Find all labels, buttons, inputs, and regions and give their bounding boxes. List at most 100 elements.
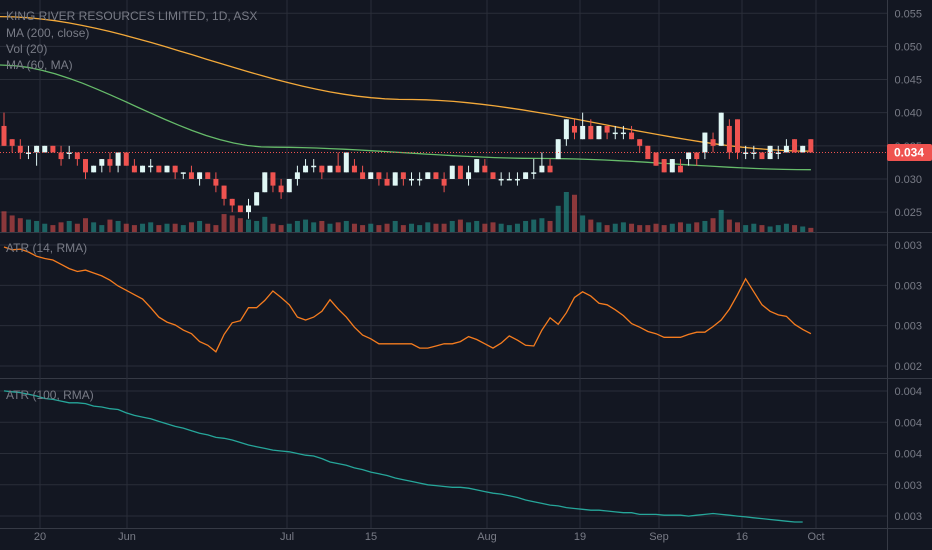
legend-ma60: MA (60, MA) xyxy=(6,58,73,72)
candle-body xyxy=(360,172,366,179)
candle-body xyxy=(25,152,31,154)
price-axis-tick-label: 0.030 xyxy=(894,174,922,186)
candle-body xyxy=(180,172,186,174)
volume-bar xyxy=(580,215,586,232)
candle-body xyxy=(710,139,716,146)
volume-bar xyxy=(792,225,798,232)
price-axis-tick-label: 0.002 xyxy=(894,361,922,373)
candle-body xyxy=(262,172,268,193)
candle-body xyxy=(270,172,276,186)
candle-body xyxy=(34,145,40,153)
volume-bar xyxy=(710,218,716,232)
candle-body xyxy=(303,165,309,173)
candle-body xyxy=(123,152,129,166)
candle-body xyxy=(588,125,594,140)
candle-body xyxy=(702,132,708,153)
volume-bar xyxy=(409,223,414,232)
volume-bar xyxy=(164,223,170,232)
candle-body xyxy=(42,145,48,153)
candle-body xyxy=(66,152,72,154)
volume-bar xyxy=(694,222,700,232)
volume-bar xyxy=(531,219,537,232)
volume-bar xyxy=(197,220,203,232)
candle-body xyxy=(677,165,683,173)
candle-body xyxy=(653,152,659,166)
candle-body xyxy=(254,192,260,206)
volume-bar xyxy=(767,226,773,232)
candle-body xyxy=(335,165,341,173)
volume-bar xyxy=(686,223,692,232)
candle-body xyxy=(596,125,602,140)
volume-bar xyxy=(368,223,374,232)
candle-body xyxy=(531,172,537,174)
candle-body xyxy=(205,172,211,179)
volume-bar xyxy=(123,223,129,232)
volume-bar xyxy=(474,220,480,232)
time-axis[interactable]: 20 Jun Jul 15 Aug 19 Sep 16 Oct xyxy=(34,531,825,543)
atr14-line xyxy=(3,246,812,353)
candle-body xyxy=(775,152,781,154)
atr14-pane[interactable] xyxy=(3,246,812,353)
candle-body xyxy=(294,172,300,179)
candle-body xyxy=(612,132,618,135)
candle-body xyxy=(172,165,178,173)
volume-bar xyxy=(539,218,545,232)
candle-body xyxy=(743,152,749,154)
candle-body xyxy=(229,198,235,206)
volume-bar xyxy=(392,220,398,232)
volume-bar xyxy=(800,226,806,232)
volume-bar xyxy=(335,222,341,232)
volume-bar xyxy=(637,225,643,232)
time-axis-tick-label: Jul xyxy=(280,531,294,543)
candle-body xyxy=(286,178,292,193)
candle-body xyxy=(783,145,789,153)
candle-body xyxy=(1,125,7,146)
volume-bar xyxy=(620,222,626,232)
volume-bar xyxy=(604,225,610,232)
price-axis-tick-label: 0.055 xyxy=(894,8,922,20)
volume-bar xyxy=(417,225,423,232)
candle-body xyxy=(620,132,626,135)
volume-bar xyxy=(490,222,496,232)
time-axis-tick-label: Sep xyxy=(649,531,669,543)
candle-body xyxy=(278,185,284,193)
volume-bar xyxy=(588,219,594,232)
candle-body xyxy=(555,139,561,160)
time-axis-tick-label: 15 xyxy=(365,531,377,543)
candle-body xyxy=(800,145,806,153)
volume-bar xyxy=(180,225,186,232)
volume-bar xyxy=(547,220,553,232)
volume-bar xyxy=(759,225,765,232)
volume-bar xyxy=(466,222,472,232)
candle-body xyxy=(376,172,382,179)
candle-body xyxy=(188,172,194,179)
volume-bar xyxy=(17,218,23,232)
candle-body xyxy=(735,119,740,153)
volume-bar xyxy=(58,222,64,232)
candle-body xyxy=(792,139,798,153)
volume-bar xyxy=(612,223,618,232)
volume-bar xyxy=(221,214,227,232)
price-pane[interactable] xyxy=(0,15,887,232)
volume-bar xyxy=(718,209,724,232)
atr100-pane[interactable] xyxy=(3,390,803,523)
candle-body xyxy=(197,172,203,179)
candle-body xyxy=(539,165,545,173)
volume-bar xyxy=(91,222,97,232)
time-axis-tick-label: 19 xyxy=(574,531,586,543)
candle-body xyxy=(58,152,64,160)
volume-bar xyxy=(555,205,561,232)
volume-bar xyxy=(449,220,455,232)
volume-bar xyxy=(172,223,178,232)
last-price-badge-bg xyxy=(887,144,932,161)
candle-body xyxy=(246,205,251,213)
atr100-line xyxy=(3,390,803,523)
volume-bar xyxy=(514,223,520,232)
candle-body xyxy=(351,165,357,173)
volume-bar xyxy=(457,219,463,232)
price-axis-tick-label: 0.003 xyxy=(894,240,922,252)
candle-body xyxy=(686,152,692,160)
candle-body xyxy=(417,178,423,181)
ma200-line xyxy=(0,15,811,152)
